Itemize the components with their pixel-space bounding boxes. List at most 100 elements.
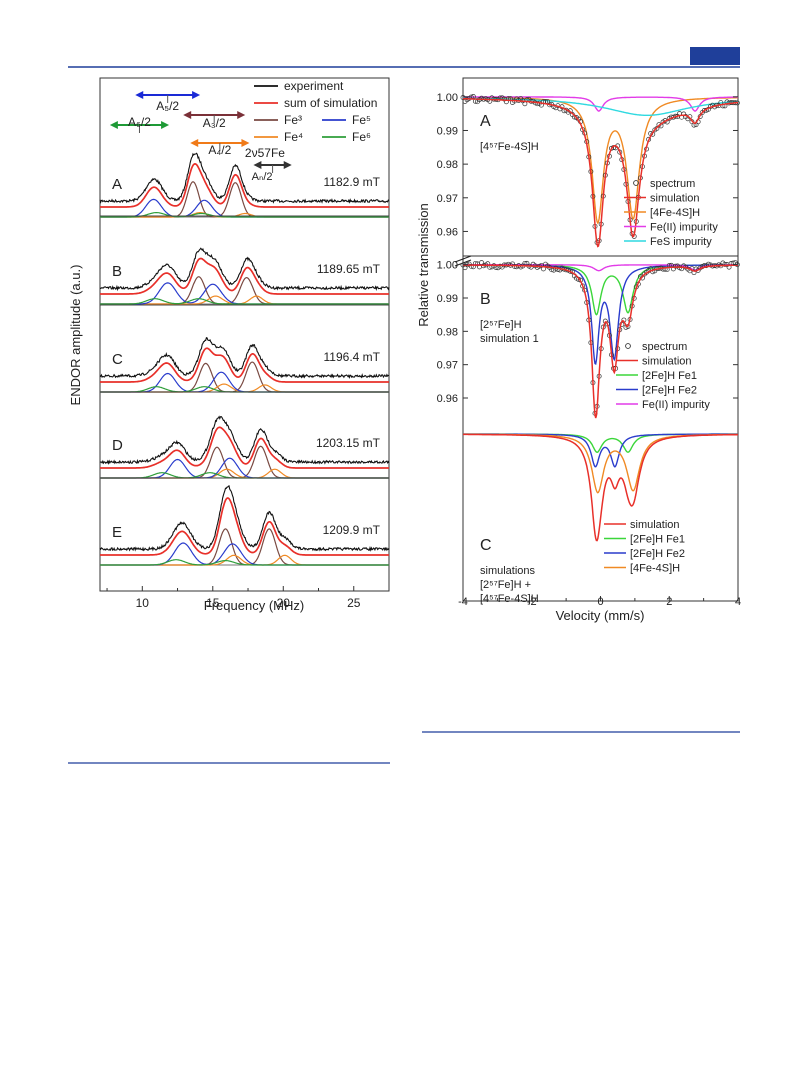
mossbauer-y-axis-label: Relative transmission xyxy=(416,203,431,327)
endor-y-axis-label: ENDOR amplitude (a.u.) xyxy=(68,265,83,406)
endor-spectrum-a: A 1182.9 mT xyxy=(99,152,390,218)
endor-x-tick-label: 10 xyxy=(136,596,150,610)
endor-sum-simulation-line xyxy=(100,426,389,469)
mossbauer-x-tick-label: 0 xyxy=(597,596,603,608)
mossbauer-panel-label: C xyxy=(480,537,492,554)
legend-label: Fe⁴ xyxy=(284,130,303,144)
endor-spectrum-b: B 1189.65 mT xyxy=(99,215,390,305)
endor-fe4-component-line xyxy=(100,295,389,305)
hyperfine-arrow-label: A₄/2 xyxy=(208,143,231,157)
spectrum-point xyxy=(722,261,728,267)
endor-field-label: 1182.9 mT xyxy=(324,175,381,189)
legend-label: [4Fe-4S]H xyxy=(650,207,700,219)
endor-experiment-line xyxy=(99,247,390,292)
spectrum-point xyxy=(460,95,466,100)
hyperfine-arrow-2: A₃/2 xyxy=(183,111,246,130)
mossbauer-panel-label: A xyxy=(480,113,491,130)
mossbauer-y-tick-label: 0.97 xyxy=(437,193,458,205)
legend-label: [2Fe]H Fe2 xyxy=(642,385,697,397)
mossbauer-2fe-h-fe2-line xyxy=(463,433,738,468)
mossbauer-y-tick-label: 1.00 xyxy=(437,92,458,104)
mossbauer-x-tick-label: -4 xyxy=(458,596,468,608)
mossbauer-y-tick-label: 0.96 xyxy=(437,226,458,238)
mossbauer-y-tick-label: 0.98 xyxy=(437,326,458,338)
mossbauer-panel-title: simulation 1 xyxy=(480,333,539,345)
mossbauer-figure: 1.00 0.99 0.98 0.97 0.96 A [4⁵⁷Fe-4S]H spectrum… xyxy=(416,77,741,623)
mossbauer-legend-simulation: simulation xyxy=(616,356,692,368)
mossbauer-4fe-4s-h-line xyxy=(463,433,738,494)
endor-spectrum-e: E 1209.9 mT xyxy=(99,477,390,566)
legend-label: Fe⁵ xyxy=(352,113,371,127)
spectrum-point xyxy=(534,101,540,107)
mossbauer-panel-label: B xyxy=(480,291,491,308)
mossbauer-x-tick-label: -2 xyxy=(527,596,537,608)
legend-label: [4Fe-4S]H xyxy=(630,563,680,575)
endor-x-tick-label: 15 xyxy=(206,596,220,610)
legend-label: Fe³ xyxy=(284,113,302,127)
spectrum-point xyxy=(654,126,660,132)
mossbauer-panel-title: [2⁵⁷Fe]H xyxy=(480,319,522,331)
mossbauer-legend-simulation: simulation xyxy=(604,519,680,531)
hyperfine-arrow-label: A₅/2 xyxy=(156,99,179,113)
endor-field-label: 1209.9 mT xyxy=(323,523,381,537)
mossbauer-panel-title: [2⁵⁷Fe]H + xyxy=(480,579,531,591)
legend-label: Fe(II) impurity xyxy=(650,222,718,234)
endor-field-label: 1189.65 mT xyxy=(317,262,381,276)
endor-sum-simulation-line xyxy=(100,257,389,295)
mossbauer-panel-title: [4⁵⁷Fe-4S]H xyxy=(480,141,539,153)
mossbauer-y-tick-label: 0.98 xyxy=(437,159,458,171)
legend-label: [2Fe]H Fe1 xyxy=(642,370,697,382)
legend-label: simulation xyxy=(650,193,700,205)
endor-x-axis-label: Frequency (MHz) xyxy=(204,598,304,613)
endor-fe3-component-line xyxy=(100,276,389,305)
mossbauer-panel-title: [4⁵⁷Fe-4S]H xyxy=(480,593,539,605)
hyperfine-arrows: A₅/2 A₃/2 A₆/2 A₄/2 2ν57Fe Aₙ/2 xyxy=(109,91,292,183)
legend-label: spectrum xyxy=(642,341,687,353)
legend-label: sum of simulation xyxy=(284,96,377,110)
mossbauer-x-tick-label: 4 xyxy=(735,596,741,608)
endor-fe6-component-line xyxy=(100,212,389,218)
endor-x-tick-label: 20 xyxy=(277,596,291,610)
mossbauer-simulation-line xyxy=(463,98,738,248)
mossbauer-simulation-line xyxy=(463,433,738,542)
mossbauer-y-tick-label: 0.97 xyxy=(437,360,458,372)
legend-marker xyxy=(633,180,639,186)
endor-x-axis: 10 15 20 25 xyxy=(106,586,361,610)
endor-field-label: 1203.15 mT xyxy=(316,436,381,450)
endor-panel-label: E xyxy=(112,524,122,541)
mossbauer-fes-impurity-line xyxy=(463,97,739,116)
endor-panel-label: B xyxy=(112,263,122,280)
legend-label: spectrum xyxy=(650,178,695,190)
endor-legend: experiment sum of simulation Fe³ Fe⁴ Fe⁵ Fe⁶ xyxy=(254,79,377,144)
larmor-arrow: 2ν57Fe Aₙ/2 xyxy=(245,146,292,183)
endor-legend-experiment: experiment xyxy=(254,79,344,93)
legend-label: Fe⁶ xyxy=(352,130,371,144)
legend-label: experiment xyxy=(284,79,344,93)
legend-label: [2Fe]H Fe2 xyxy=(630,548,685,560)
legend-label: FeS impurity xyxy=(650,236,712,248)
endor-experiment-line xyxy=(99,485,390,552)
endor-legend-fe: Fe⁶ xyxy=(322,130,371,144)
endor-plot-frame xyxy=(99,77,390,592)
mossbauer-legend-spectrum: spectrum xyxy=(625,341,687,353)
endor-experiment-line xyxy=(99,337,390,379)
endor-spectrum-d: D 1203.15 mT xyxy=(99,391,390,479)
mossbauer-panel-title: simulations xyxy=(480,565,536,577)
legend-label: simulation xyxy=(630,519,680,531)
mossbauer-x-axis-label: Velocity (mm/s) xyxy=(556,608,645,623)
endor-x-tick-label: 25 xyxy=(347,596,361,610)
spectrum-point xyxy=(522,101,528,107)
endor-experiment-line xyxy=(99,415,390,465)
legend-label: simulation xyxy=(642,356,692,368)
header-accent-block xyxy=(690,47,740,65)
spectrum-point xyxy=(468,263,474,269)
spectrum-point xyxy=(672,263,678,269)
mossbauer-panel-b: 1.00 0.99 0.98 0.97 0.96 B [2⁵⁷Fe]H simulation … xyxy=(437,260,740,419)
endor-panel-label: D xyxy=(112,437,123,454)
axis-break-mark-1 xyxy=(454,255,472,263)
endor-legend-fe: Fe³ xyxy=(254,113,302,127)
mossbauer-panel-a: 1.00 0.99 0.98 0.97 0.96 A [4⁵⁷Fe-4S]H spectrum… xyxy=(437,92,740,248)
mossbauer-legend-fes-impurity: FeS impurity xyxy=(624,236,712,248)
